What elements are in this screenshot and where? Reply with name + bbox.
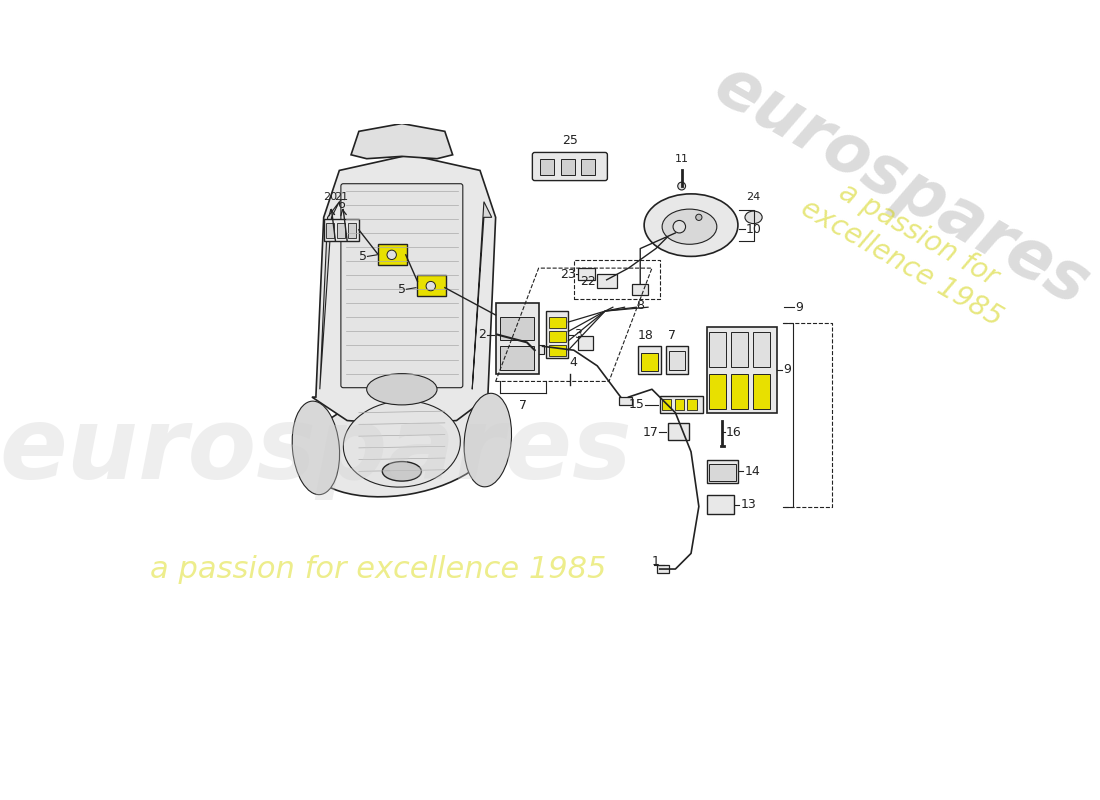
Bar <box>730 374 748 409</box>
Bar <box>499 346 534 370</box>
Text: 21: 21 <box>334 192 349 202</box>
Ellipse shape <box>645 194 738 257</box>
Bar <box>668 423 690 440</box>
Bar <box>710 332 726 367</box>
Bar <box>619 397 631 405</box>
Text: 9: 9 <box>783 363 791 376</box>
Polygon shape <box>351 123 453 158</box>
Polygon shape <box>472 202 492 390</box>
Bar <box>657 565 669 573</box>
Bar <box>706 494 734 514</box>
Ellipse shape <box>366 374 437 405</box>
Text: 2: 2 <box>478 328 486 341</box>
Bar <box>348 222 355 238</box>
Text: 18: 18 <box>638 330 653 342</box>
Text: 3: 3 <box>574 328 582 341</box>
Bar <box>632 284 648 295</box>
Text: a passion for excellence 1985: a passion for excellence 1985 <box>151 554 606 583</box>
Bar <box>688 398 696 410</box>
Bar <box>660 395 703 413</box>
Bar <box>581 159 595 175</box>
Bar <box>597 274 617 288</box>
Text: 11: 11 <box>674 154 689 164</box>
Bar <box>752 332 770 367</box>
Text: 13: 13 <box>740 498 756 511</box>
Polygon shape <box>320 202 339 390</box>
Text: eurospares: eurospares <box>703 52 1100 320</box>
Bar <box>540 159 554 175</box>
Bar <box>549 318 566 327</box>
Bar <box>710 374 726 409</box>
Text: 4: 4 <box>570 356 578 369</box>
Circle shape <box>695 214 702 221</box>
Bar <box>666 346 688 374</box>
Bar <box>496 303 539 374</box>
Circle shape <box>426 282 436 290</box>
Circle shape <box>673 221 685 233</box>
Bar <box>534 345 544 354</box>
Text: a passion for
excellence 1985: a passion for excellence 1985 <box>796 166 1024 332</box>
FancyBboxPatch shape <box>532 153 607 181</box>
Bar <box>730 332 748 367</box>
Text: 24: 24 <box>747 192 761 202</box>
Text: 16: 16 <box>725 426 741 438</box>
Text: 7: 7 <box>519 398 527 412</box>
Text: 14: 14 <box>745 465 760 478</box>
FancyBboxPatch shape <box>706 326 777 413</box>
Bar <box>706 460 738 483</box>
Text: eurospares: eurospares <box>0 403 632 500</box>
Text: 22: 22 <box>580 275 596 288</box>
Bar <box>669 351 685 370</box>
Bar <box>549 346 566 356</box>
Bar <box>547 311 569 358</box>
Bar <box>638 346 661 374</box>
Bar <box>499 317 534 340</box>
FancyBboxPatch shape <box>417 275 446 296</box>
Bar <box>752 374 770 409</box>
Bar <box>561 159 574 175</box>
Bar <box>674 398 684 410</box>
Bar <box>710 463 736 481</box>
FancyBboxPatch shape <box>341 184 463 388</box>
Circle shape <box>387 250 396 259</box>
Text: 10: 10 <box>746 222 761 235</box>
Bar <box>323 219 359 241</box>
Text: 17: 17 <box>642 426 658 438</box>
Bar <box>578 268 595 280</box>
Bar <box>662 398 671 410</box>
Ellipse shape <box>745 211 762 223</box>
Ellipse shape <box>305 391 498 497</box>
Text: 20: 20 <box>323 192 337 202</box>
Bar <box>578 336 593 350</box>
FancyBboxPatch shape <box>377 244 407 265</box>
Bar <box>337 222 344 238</box>
Text: 6: 6 <box>337 198 344 211</box>
Text: 9: 9 <box>795 301 803 314</box>
Text: 7: 7 <box>668 330 675 342</box>
Ellipse shape <box>464 394 512 487</box>
Text: 25: 25 <box>562 134 578 147</box>
Circle shape <box>678 182 685 190</box>
Bar <box>326 222 334 238</box>
Ellipse shape <box>662 209 717 244</box>
Text: 8: 8 <box>636 299 645 312</box>
Ellipse shape <box>383 462 421 481</box>
Text: 5: 5 <box>359 250 366 263</box>
Text: 15: 15 <box>628 398 645 411</box>
Text: 1: 1 <box>652 554 660 568</box>
Polygon shape <box>312 154 496 425</box>
Bar <box>641 354 658 370</box>
Text: 23: 23 <box>560 268 576 281</box>
Ellipse shape <box>293 401 340 494</box>
Ellipse shape <box>343 401 461 487</box>
Text: 5: 5 <box>398 282 406 296</box>
Bar <box>549 331 566 342</box>
